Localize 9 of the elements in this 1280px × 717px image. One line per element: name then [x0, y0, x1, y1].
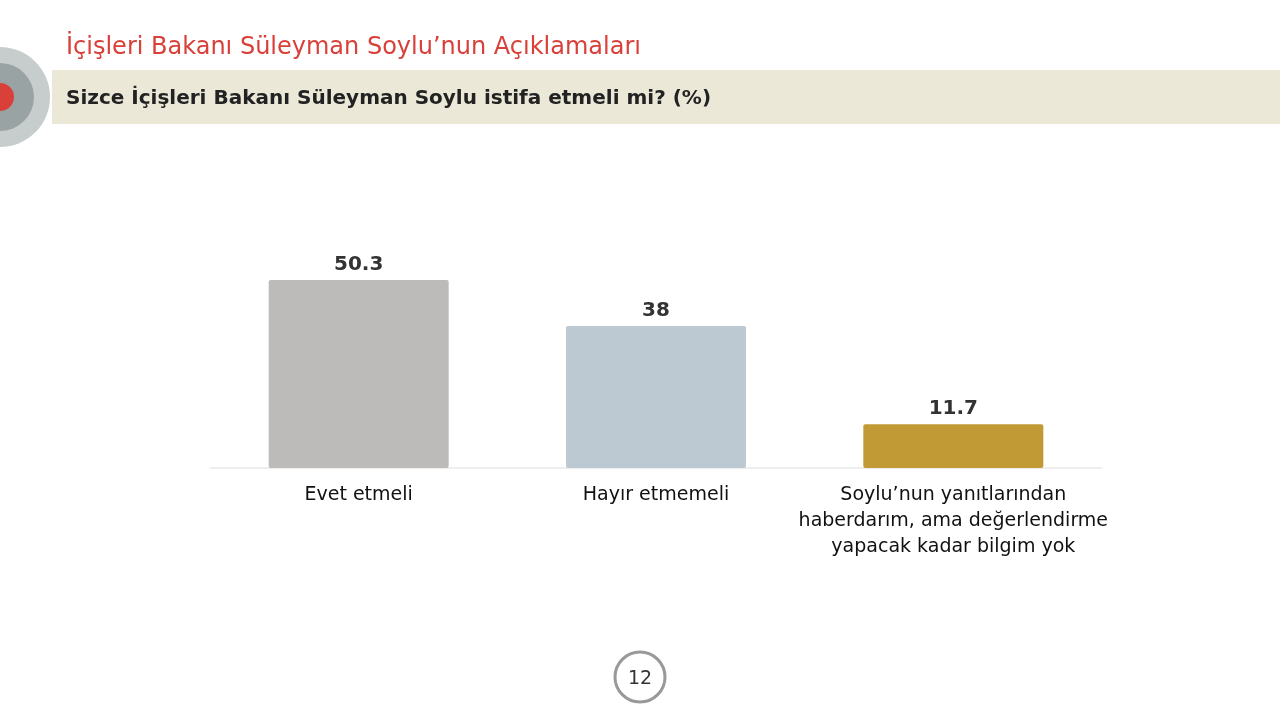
data-label: 50.3 [333, 251, 384, 275]
chart-subtitle: Sizce İçişleri Bakanı Süleyman Soylu istifa etmeli mi? (%) [66, 85, 712, 109]
text: 12 [627, 666, 653, 688]
chart-title: İçişleri Bakanı Süleyman Soylu’nun Açıklamaları [66, 31, 641, 60]
data-label: 38 [642, 296, 670, 321]
data-label: 11.7 [928, 395, 979, 420]
x-tick-label: Soylu’nun yanıtlarından haberdarım, ama değerlendirme yapacak kadar bilgim yok [798, 482, 1109, 556]
x-tick-label: Evet etmeli [304, 482, 413, 504]
x-tick-label: Hayır etmemeli [582, 482, 730, 504]
